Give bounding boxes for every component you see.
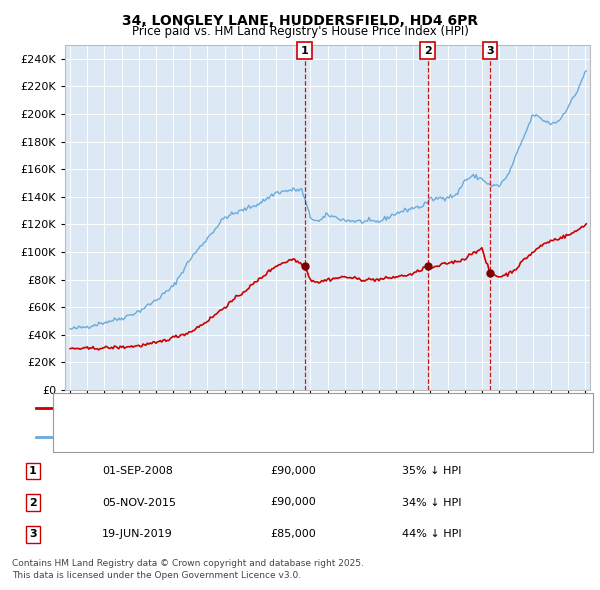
Text: £85,000: £85,000 <box>270 529 316 539</box>
Text: 35% ↓ HPI: 35% ↓ HPI <box>402 466 461 476</box>
Text: 3: 3 <box>29 529 37 539</box>
Text: 01-SEP-2008: 01-SEP-2008 <box>102 466 173 476</box>
Text: £90,000: £90,000 <box>270 497 316 507</box>
Text: Contains HM Land Registry data © Crown copyright and database right 2025.: Contains HM Land Registry data © Crown c… <box>12 559 364 568</box>
Text: 19-JUN-2019: 19-JUN-2019 <box>102 529 173 539</box>
Text: 2: 2 <box>29 497 37 507</box>
Text: 1: 1 <box>301 45 308 55</box>
Text: This data is licensed under the Open Government Licence v3.0.: This data is licensed under the Open Gov… <box>12 572 301 581</box>
Text: 3: 3 <box>486 45 494 55</box>
Text: 1: 1 <box>29 466 37 476</box>
Text: 44% ↓ HPI: 44% ↓ HPI <box>402 529 461 539</box>
Text: Price paid vs. HM Land Registry's House Price Index (HPI): Price paid vs. HM Land Registry's House … <box>131 25 469 38</box>
Text: HPI: Average price, semi-detached house, Kirklees: HPI: Average price, semi-detached house,… <box>81 432 344 442</box>
Text: 05-NOV-2015: 05-NOV-2015 <box>102 497 176 507</box>
Text: 34, LONGLEY LANE, HUDDERSFIELD, HD4 6PR (semi-detached house): 34, LONGLEY LANE, HUDDERSFIELD, HD4 6PR … <box>81 403 443 413</box>
Text: 2: 2 <box>424 45 431 55</box>
Text: 34% ↓ HPI: 34% ↓ HPI <box>402 497 461 507</box>
Text: 34, LONGLEY LANE, HUDDERSFIELD, HD4 6PR: 34, LONGLEY LANE, HUDDERSFIELD, HD4 6PR <box>122 14 478 28</box>
Text: £90,000: £90,000 <box>270 466 316 476</box>
